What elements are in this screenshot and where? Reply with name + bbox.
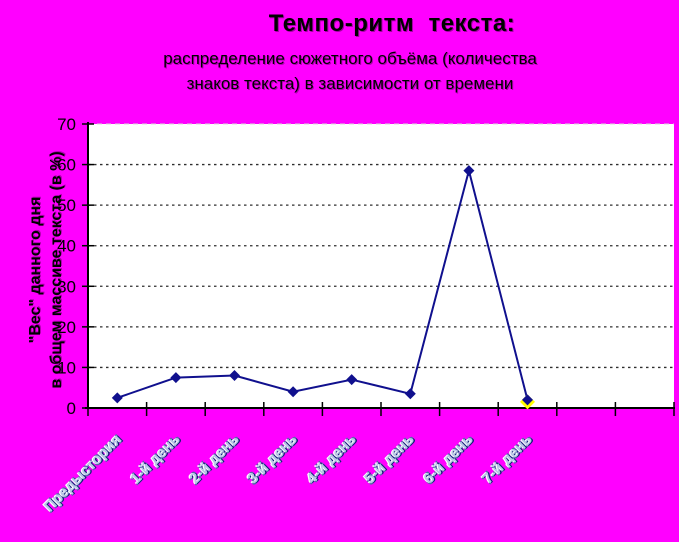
chart-title: Темпо-ритм текста:	[268, 10, 516, 37]
y-tick-label: 10	[57, 358, 76, 377]
data-point-marker	[346, 374, 358, 386]
y-tick-label: 20	[57, 318, 76, 337]
data-point-marker	[404, 388, 416, 400]
y-tick-label: 70	[57, 115, 76, 134]
y-tick-label: 40	[57, 237, 76, 256]
series-line	[116, 166, 529, 401]
y-tick-label: 30	[57, 277, 76, 296]
y-tick-label: 0	[67, 399, 76, 418]
data-point-marker	[522, 394, 533, 406]
chart-subtitle: распределение сюжетного объёма (количест…	[163, 49, 537, 93]
data-point-marker	[229, 370, 240, 382]
data-point-marker	[170, 372, 182, 384]
y-tick-label: 60	[57, 156, 76, 175]
data-point-marker	[111, 392, 123, 404]
y-tick-label: 50	[57, 196, 76, 215]
data-point-marker	[463, 165, 475, 177]
data-point-marker	[287, 386, 299, 398]
plot-background	[88, 124, 674, 408]
